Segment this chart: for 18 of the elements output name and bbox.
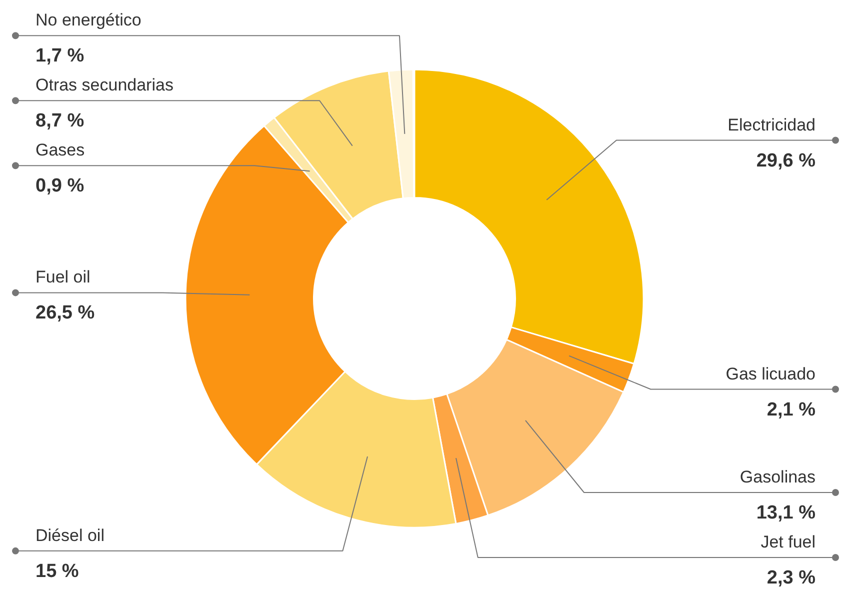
slice-label: Electricidad	[728, 115, 816, 134]
slice-label: Gases	[36, 140, 85, 160]
slice-label: Diésel oil	[36, 526, 104, 545]
data-label: 8,7 %	[36, 110, 84, 132]
slice-label: Fuel oil	[36, 268, 90, 287]
data-label: 29,6 %	[756, 150, 816, 172]
data-label: 13,1 %	[756, 502, 816, 524]
slice-label: Gas licuado	[726, 364, 816, 384]
slice-label: No energético	[36, 10, 142, 30]
slice-label: Gasolinas	[740, 468, 816, 486]
data-label: 0,9 %	[36, 176, 84, 197]
data-label: 26,5 %	[36, 302, 95, 324]
data-label: 1,7 %	[36, 46, 84, 67]
data-label: 15 %	[36, 560, 79, 582]
slice-label: Jet fuel	[760, 532, 816, 552]
data-label: 2,1 %	[766, 399, 816, 420]
slice-label: Otras secundarias	[36, 76, 174, 95]
data-label: 2,3 %	[766, 568, 816, 588]
